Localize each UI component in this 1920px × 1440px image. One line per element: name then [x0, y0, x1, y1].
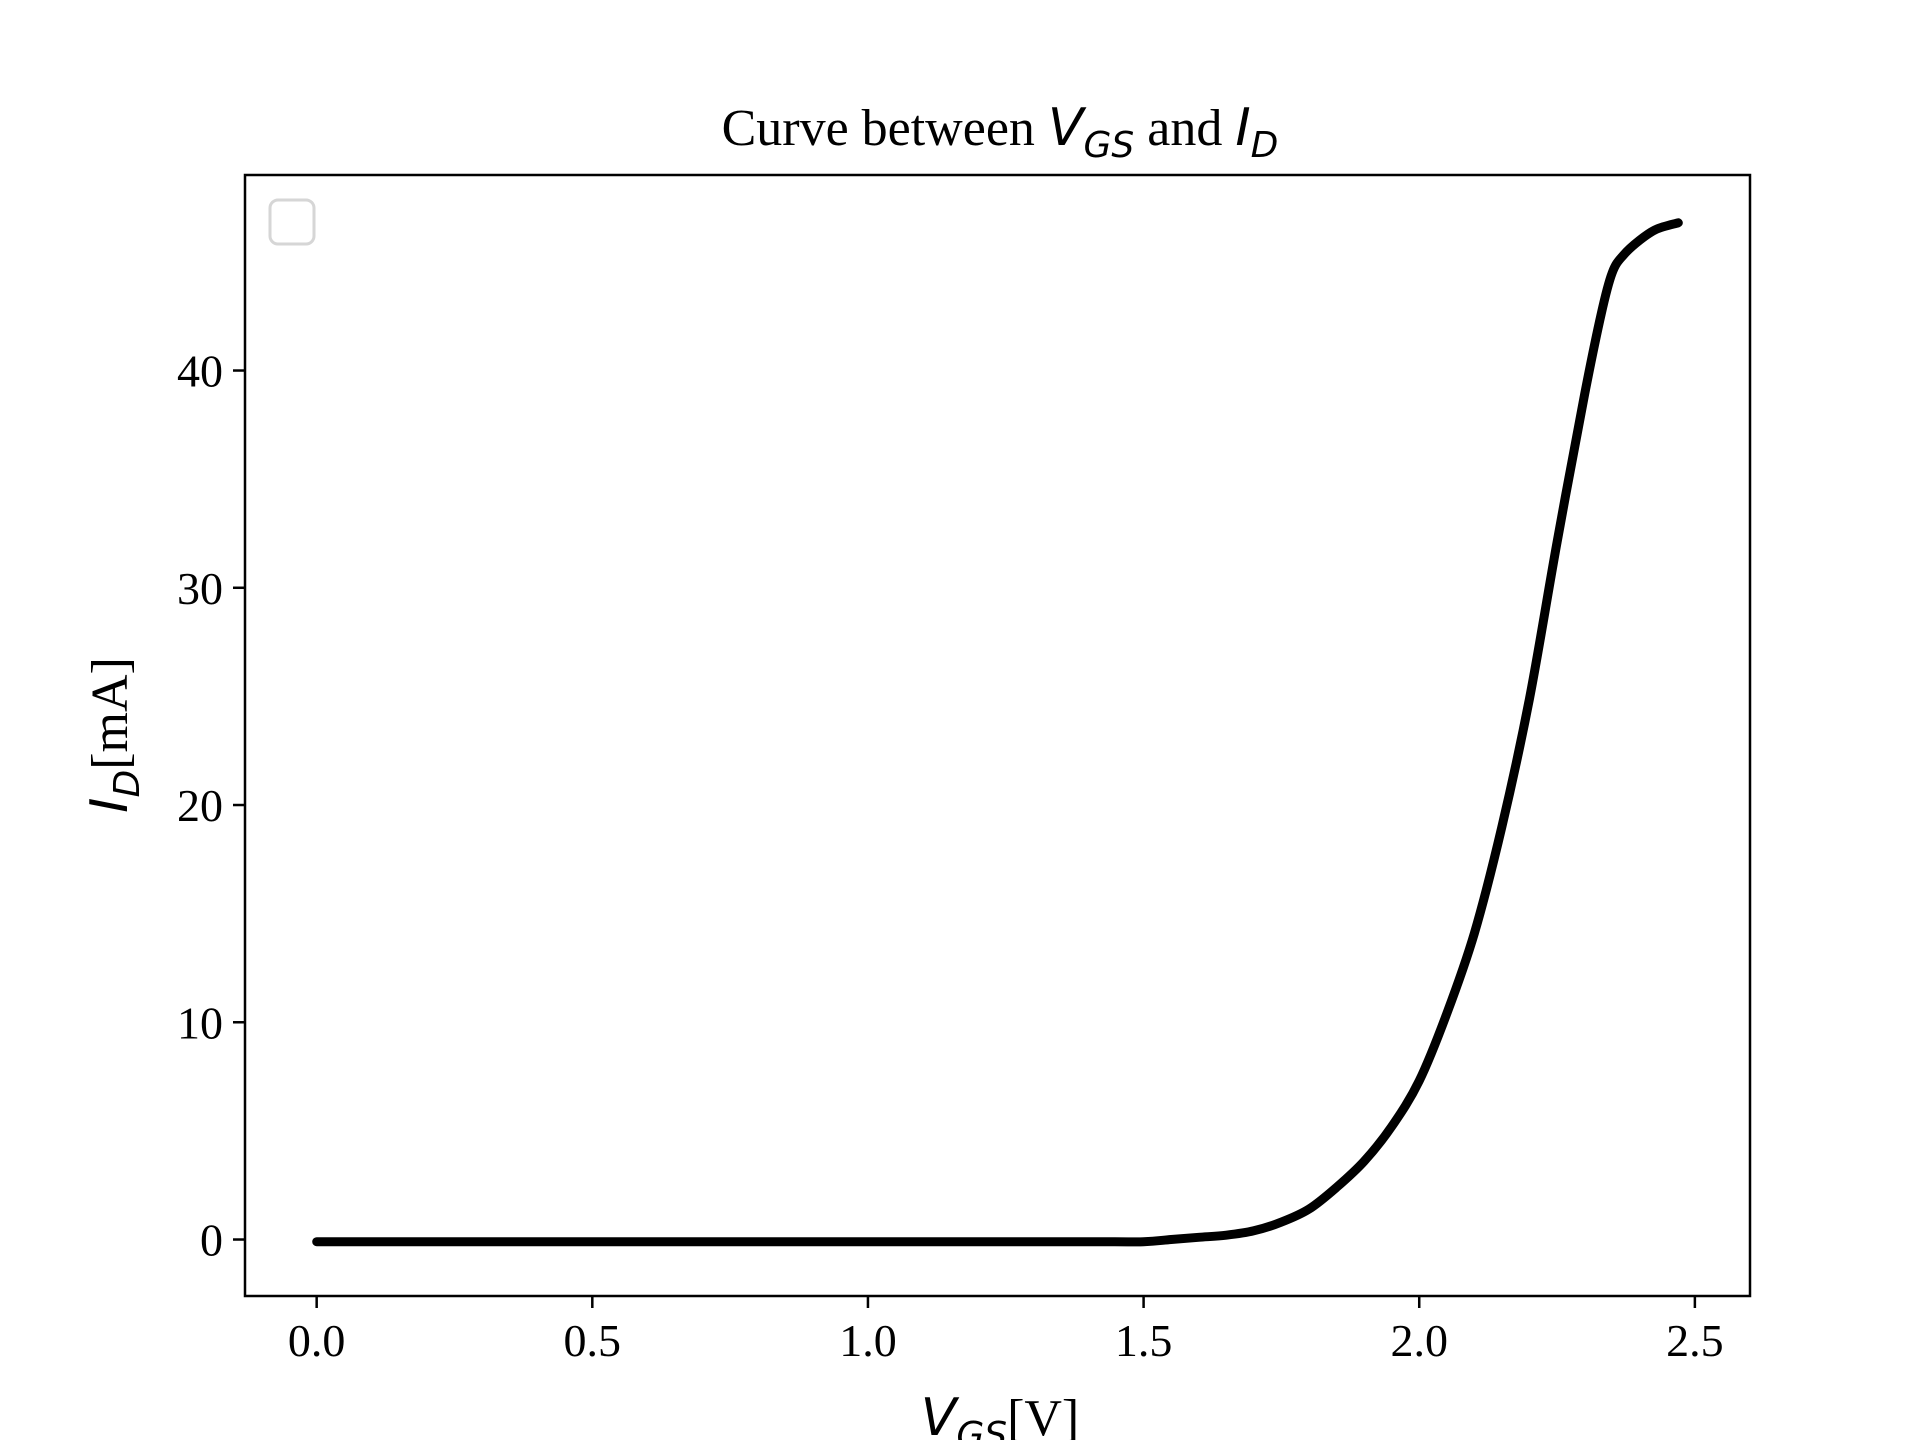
y-tick-label: 30: [177, 563, 223, 614]
y-tick-label: 0: [200, 1215, 223, 1266]
ylabel-sub: D: [107, 770, 148, 798]
x-tick-label: 0.5: [564, 1315, 622, 1366]
xlabel-unit: [V]: [1007, 1390, 1079, 1440]
title-var1: V: [1048, 98, 1087, 158]
title-var2: I: [1235, 98, 1250, 158]
y-axis-label: ID[mA]: [80, 657, 148, 813]
x-tick-label: 2.0: [1390, 1315, 1448, 1366]
x-tick-label: 0.0: [288, 1315, 346, 1366]
y-tick-label: 20: [177, 780, 223, 831]
title-var2-sub: D: [1251, 125, 1279, 166]
legend-box: [268, 198, 316, 246]
y-axis: 0 10 20 30 40: [177, 346, 245, 1266]
ylabel-var: I: [80, 798, 140, 813]
chart-title: Curve between VGS and ID: [722, 98, 1279, 166]
xlabel-sub: GS: [956, 1415, 1007, 1440]
title-var1-sub: GS: [1083, 125, 1134, 166]
y-tick-label: 10: [177, 997, 223, 1048]
series-line: [312, 218, 1683, 1247]
xlabel-var: V: [921, 1388, 960, 1440]
y-tick-label: 40: [177, 346, 223, 397]
x-tick-label: 1.5: [1115, 1315, 1173, 1366]
x-tick-label: 1.0: [839, 1315, 897, 1366]
x-tick-label: 2.5: [1666, 1315, 1724, 1366]
x-axis-label: VGS[V]: [921, 1388, 1080, 1440]
ylabel-unit: [mA]: [82, 657, 139, 770]
plot-area: [243, 173, 1752, 1298]
x-axis: 0.0 0.5 1.0 1.5 2.0 2.5: [288, 1296, 1724, 1366]
title-middle: and: [1134, 100, 1235, 157]
title-prefix: Curve between: [722, 100, 1048, 157]
